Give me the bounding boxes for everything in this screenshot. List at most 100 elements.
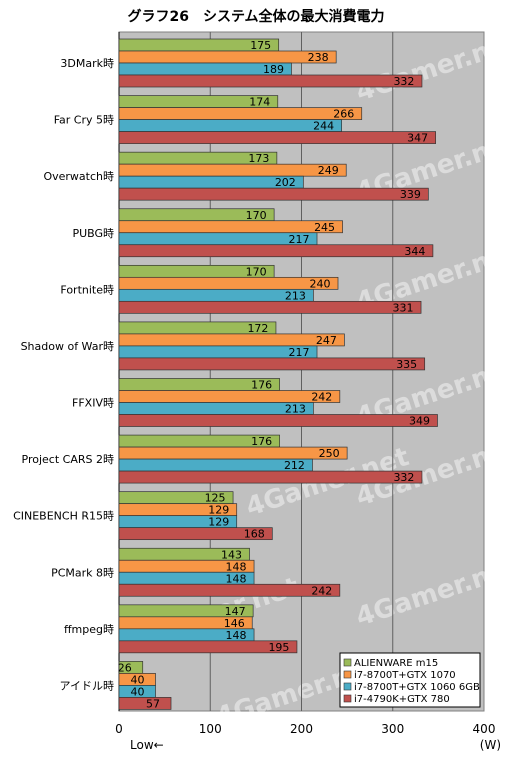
bar — [118, 119, 342, 132]
data-label: 244 — [313, 120, 334, 133]
data-label: 174 — [249, 96, 270, 109]
data-label: 266 — [333, 108, 354, 121]
data-label: 175 — [250, 39, 271, 52]
category-label: PUBG時 — [72, 227, 114, 240]
x-axis-unit-label: (W) — [480, 738, 501, 752]
data-label: 40 — [131, 673, 145, 686]
legend-label: i7-8700T+GTX 1070 — [354, 670, 456, 681]
legend-swatch — [343, 670, 352, 679]
bar — [118, 446, 348, 460]
data-label: 170 — [246, 265, 267, 278]
bar — [118, 244, 434, 258]
legend-label: i7-8700T+GTX 1060 6GB — [354, 682, 480, 693]
data-label: 339 — [400, 188, 421, 201]
data-label: 247 — [316, 334, 337, 347]
x-axis-low-label: Low← — [130, 738, 164, 752]
data-label: 240 — [310, 277, 331, 290]
data-label: 344 — [404, 245, 425, 258]
data-label: 202 — [275, 176, 296, 189]
data-label: 245 — [314, 221, 335, 234]
category-label: Project CARS 2時 — [22, 453, 114, 466]
bar — [118, 107, 363, 120]
bar — [118, 390, 341, 403]
x-tick-label: 200 — [290, 722, 313, 736]
bar — [118, 527, 273, 541]
data-label: 148 — [226, 572, 247, 585]
bar — [118, 640, 298, 654]
data-label: 347 — [407, 132, 428, 145]
category-label: Overwatch時 — [43, 170, 114, 183]
data-label: 335 — [396, 358, 417, 371]
bar — [118, 414, 438, 427]
bar — [118, 333, 345, 347]
chart-title: グラフ26 システム全体の最大消費電力 — [127, 9, 385, 25]
data-label: 195 — [268, 641, 289, 654]
bar — [118, 74, 423, 88]
x-tick-label: 100 — [199, 722, 222, 736]
data-label: 172 — [247, 322, 268, 335]
bar — [118, 583, 341, 597]
bar — [118, 187, 429, 201]
data-label: 40 — [131, 685, 145, 698]
data-label: 332 — [393, 75, 414, 88]
bar — [118, 232, 318, 246]
category-label: 3DMark時 — [60, 57, 114, 70]
x-tick-label: 300 — [381, 722, 404, 736]
data-label: 250 — [319, 447, 340, 460]
data-label: 148 — [226, 629, 247, 642]
data-label: 176 — [251, 379, 272, 392]
data-label: 217 — [289, 346, 310, 359]
bar — [118, 345, 318, 359]
data-label: 332 — [393, 471, 414, 484]
legend-swatch — [343, 658, 352, 667]
data-label: 242 — [311, 584, 332, 597]
data-label: 189 — [263, 63, 284, 76]
data-label: 213 — [285, 289, 306, 302]
legend-label: i7-4790K+GTX 780 — [354, 694, 450, 705]
data-label: 217 — [289, 233, 310, 246]
data-label: 249 — [318, 164, 339, 177]
category-label: PCMark 8時 — [51, 566, 114, 579]
category-label: Far Cry 5時 — [54, 114, 114, 127]
legend-swatch — [343, 682, 352, 691]
bar — [118, 131, 436, 144]
data-label: 170 — [246, 209, 267, 222]
bar — [118, 163, 347, 177]
data-label: 173 — [248, 152, 269, 165]
data-label: 143 — [221, 548, 242, 561]
bar — [118, 50, 337, 64]
data-label: 129 — [208, 504, 229, 517]
data-label: 168 — [244, 528, 265, 541]
category-label: Fortnite時 — [60, 283, 114, 296]
data-label: 146 — [224, 617, 245, 630]
bar — [118, 470, 423, 484]
data-label: 125 — [205, 492, 226, 505]
legend — [339, 652, 481, 708]
category-label: Shadow of War時 — [21, 340, 114, 353]
data-label: 212 — [284, 459, 305, 472]
bar — [118, 357, 426, 371]
data-label: 213 — [285, 403, 306, 416]
bar — [118, 276, 339, 290]
data-label: 57 — [146, 697, 160, 710]
category-label: FFXIV時 — [72, 397, 114, 410]
x-tick-label: 0 — [115, 722, 123, 736]
data-label: 242 — [311, 391, 332, 404]
legend-swatch — [343, 694, 352, 703]
category-label: CINEBENCH R15時 — [13, 510, 114, 523]
data-label: 129 — [208, 516, 229, 529]
data-label: 148 — [226, 560, 247, 573]
data-label: 176 — [251, 435, 272, 448]
category-label: ffmpeg時 — [64, 623, 114, 636]
legend-label: ALIENWARE m15 — [354, 658, 438, 669]
category-label: アイドル時 — [60, 679, 114, 692]
data-label: 349 — [409, 415, 430, 428]
data-label: 331 — [393, 301, 414, 314]
data-label: 147 — [225, 605, 246, 618]
data-label: 238 — [308, 51, 329, 64]
bar — [118, 220, 343, 234]
data-label: 26 — [118, 661, 132, 674]
bar — [118, 300, 422, 314]
x-tick-label: 400 — [473, 722, 496, 736]
